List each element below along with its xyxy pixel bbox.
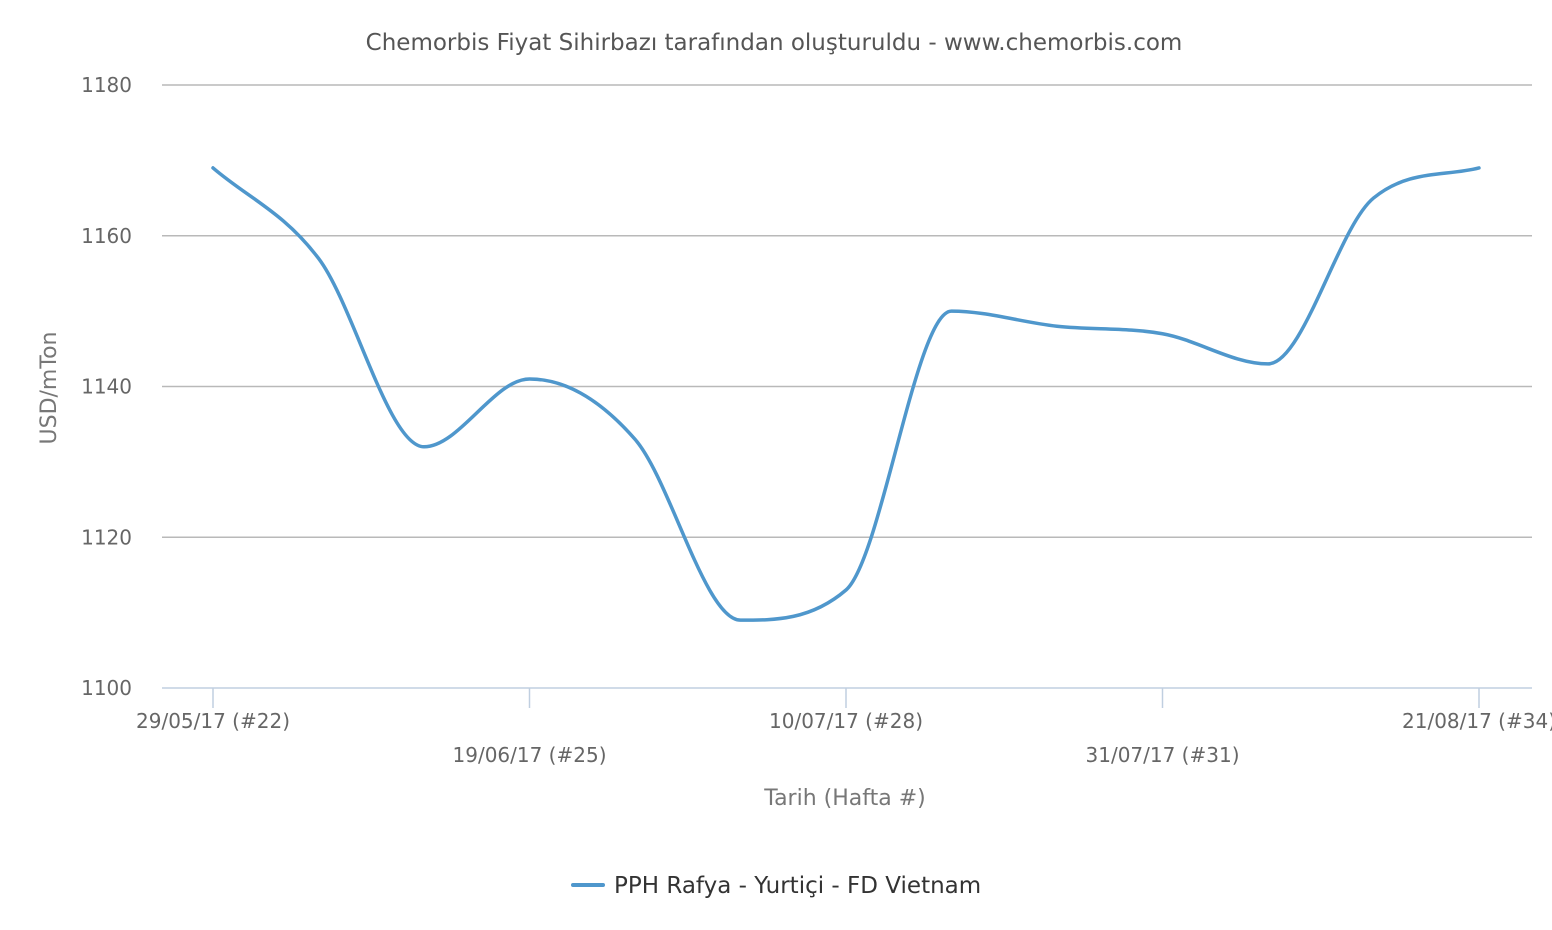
data-point[interactable] [735, 614, 747, 626]
data-point[interactable] [418, 441, 430, 453]
data-point[interactable] [1368, 192, 1380, 204]
x-axis: 29/05/17 (#22) 19/06/17 (#25) 10/07/17 (#2… [136, 687, 1552, 767]
data-point[interactable] [524, 373, 536, 385]
series-layer [207, 162, 1485, 626]
data-point[interactable] [946, 305, 958, 317]
x-tick-label: 19/06/17 (#25) [453, 743, 607, 767]
legend[interactable]: PPH Rafya - Yurtiçi - FD Vietnam [571, 873, 981, 899]
data-point[interactable] [840, 584, 852, 596]
x-tick-label: 21/08/17 (#34) [1402, 709, 1552, 733]
data-point[interactable] [1473, 162, 1485, 174]
y-tick-label: 1180 [81, 73, 132, 97]
y-axis-title: USD/mTon [37, 332, 62, 445]
data-point[interactable] [1262, 358, 1274, 370]
data-point[interactable] [313, 252, 325, 264]
x-tick-label: 29/05/17 (#22) [136, 709, 290, 733]
x-axis-title: Tarih (Hafta #) [763, 786, 925, 811]
x-tick-label: 10/07/17 (#28) [769, 709, 923, 733]
y-tick-label: 1100 [81, 676, 132, 700]
data-point[interactable] [207, 162, 219, 174]
data-point[interactable] [1157, 328, 1169, 340]
y-axis-ticks: 1100 1120 1140 1160 1180 [81, 73, 132, 700]
x-tick-label: 31/07/17 (#31) [1086, 743, 1240, 767]
y-tick-label: 1160 [81, 224, 132, 248]
grid-lines [162, 84, 1532, 538]
legend-label: PPH Rafya - Yurtiçi - FD Vietnam [614, 873, 981, 899]
y-tick-label: 1140 [81, 375, 132, 399]
data-point[interactable] [629, 433, 641, 445]
series-line[interactable] [211, 166, 1481, 622]
data-point[interactable] [1051, 320, 1063, 332]
y-tick-label: 1120 [81, 525, 132, 549]
chart-title: Chemorbis Fiyat Sihirbazı tarafından olu… [366, 30, 1183, 56]
